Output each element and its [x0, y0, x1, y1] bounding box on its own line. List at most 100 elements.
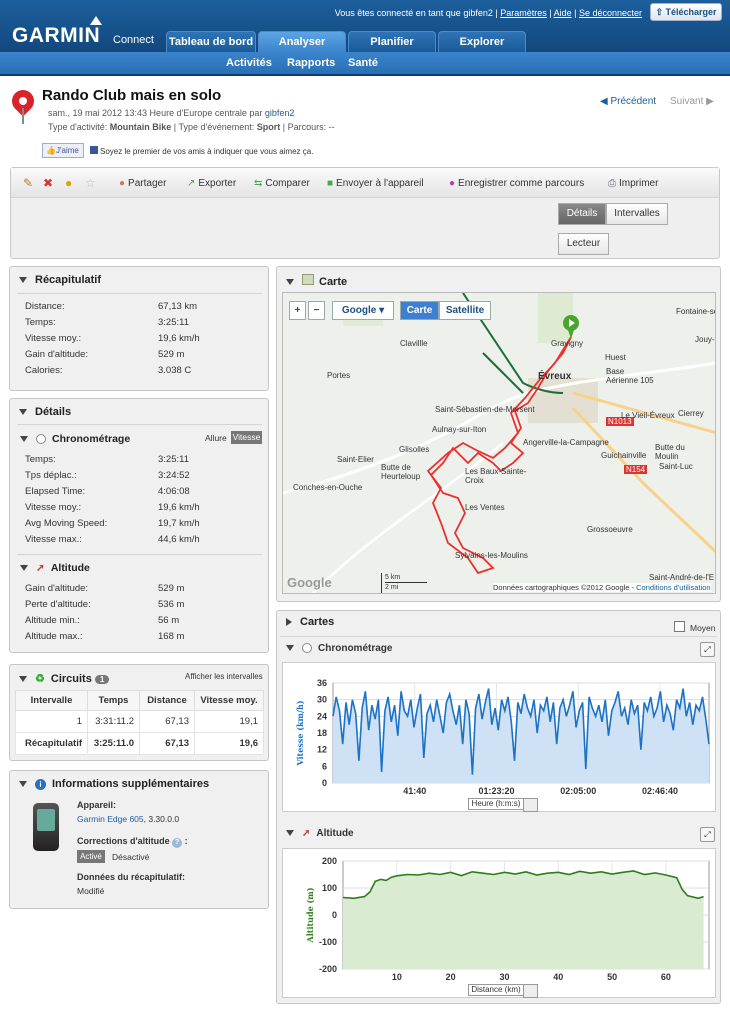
- laps-header[interactable]: ♻ Circuits 1: [19, 672, 110, 685]
- stat-label: Avg Moving Speed:: [25, 518, 108, 529]
- intervals-tab-button[interactable]: Intervalles: [606, 203, 668, 225]
- column-header[interactable]: Vitesse moy.: [194, 690, 264, 711]
- like-button[interactable]: 👍J'aime: [42, 143, 84, 158]
- activity-title[interactable]: Rando Club mais en solo: [42, 87, 222, 104]
- x-tick-label: 60: [661, 972, 671, 982]
- summary-header[interactable]: Récapitulatif: [19, 274, 101, 286]
- details-header[interactable]: Détails: [19, 406, 71, 418]
- settings-link[interactable]: Paramètres: [500, 8, 547, 18]
- lock-icon[interactable]: ●: [65, 176, 73, 190]
- help-icon[interactable]: ?: [172, 838, 183, 848]
- collapse-arrow-icon: [20, 565, 28, 572]
- column-header[interactable]: Temps: [87, 690, 140, 711]
- timing-subheader[interactable]: Chronométrage: [20, 433, 130, 445]
- timing-chart-header[interactable]: Chronométrage: [286, 643, 392, 654]
- tab-plan[interactable]: Planifier: [348, 31, 436, 52]
- table-row[interactable]: 1 3:31:11.2 67,13 19,1: [15, 710, 264, 733]
- y-tick-label: 24: [317, 711, 327, 721]
- pace-toggle[interactable]: Allure: [205, 433, 227, 443]
- collapse-arrow-icon: [19, 676, 27, 683]
- x-axis-selector[interactable]: Distance (km): [468, 984, 538, 998]
- help-link[interactable]: Aide: [553, 8, 572, 18]
- map-label: Cierrey: [678, 409, 704, 418]
- export-icon: ↗: [187, 178, 196, 189]
- divider: [17, 554, 262, 555]
- share-button[interactable]: ● Partager: [119, 178, 166, 189]
- speed-toggle[interactable]: Vitesse: [231, 431, 262, 444]
- prev-arrow-icon: ◀: [600, 96, 611, 107]
- previous-link[interactable]: ◀ Précédent: [600, 96, 656, 107]
- stat-label: Tps déplac.:: [25, 470, 77, 481]
- column-header[interactable]: Distance: [139, 690, 195, 711]
- next-link[interactable]: Suivant ▶: [670, 96, 714, 107]
- subtab-activities[interactable]: Activités: [226, 57, 272, 69]
- details-tab-button[interactable]: Détails: [558, 203, 606, 225]
- map-provider-select[interactable]: Google ▾: [332, 301, 394, 320]
- stat-value: 168 m: [158, 631, 185, 642]
- map-type-button[interactable]: Carte: [400, 301, 439, 320]
- corrections-off-toggle[interactable]: Désactivé: [112, 852, 150, 862]
- star-icon[interactable]: ☆: [85, 176, 96, 190]
- subtab-reports[interactable]: Rapports: [287, 57, 336, 69]
- table-cell: Récapitulatif: [15, 732, 88, 755]
- terms-link[interactable]: Conditions d'utilisation: [636, 583, 711, 592]
- average-checkbox[interactable]: [674, 621, 685, 632]
- save-course-button[interactable]: ● Enregistrer comme parcours: [449, 178, 584, 189]
- device-link[interactable]: Garmin Edge 605: [77, 814, 144, 824]
- garmin-logo[interactable]: GARMIN: [12, 24, 101, 47]
- device-screen: [37, 809, 55, 831]
- speed-chart[interactable]: 0 6 12 18 24 30 36 Vitesse (km/h) 41:40 01:23:20 0…: [283, 663, 717, 813]
- stat-value: 3:25:11: [158, 454, 189, 465]
- author-link[interactable]: gibfen2: [264, 108, 295, 118]
- tab-analyze[interactable]: Analyser: [258, 31, 346, 52]
- altitude-chart-header[interactable]: ➚ Altitude: [286, 828, 354, 839]
- type-value[interactable]: Mountain Bike: [109, 122, 172, 132]
- expand-chart-button[interactable]: ⤢: [700, 642, 715, 657]
- course-icon: ●: [449, 178, 456, 189]
- info-header[interactable]: i Informations supplémentaires: [19, 778, 209, 790]
- edit-icon[interactable]: ✎: [23, 176, 34, 190]
- download-button[interactable]: ⇧ Télécharger: [650, 3, 722, 21]
- delete-icon[interactable]: ✖: [43, 176, 54, 190]
- send-to-device-button[interactable]: ■ Envoyer à l'appareil: [327, 178, 424, 189]
- railway: [482, 352, 524, 394]
- satellite-type-button[interactable]: Satellite: [439, 301, 491, 320]
- player-button[interactable]: Lecteur: [558, 233, 609, 255]
- column-header[interactable]: Intervalle: [15, 690, 88, 711]
- subtab-health[interactable]: Santé: [348, 57, 378, 69]
- laps-count-badge: 1: [94, 675, 110, 684]
- map-canvas[interactable]: + − Google ▾ Carte Satellite Fontaine-so…: [282, 292, 716, 594]
- road: [572, 391, 715, 435]
- altitude-subheader[interactable]: ➚ Altitude: [20, 562, 90, 574]
- toolbar-strip: ✎ ✖ ● ☆ ● Partager ↗ Exporter ⇆ Comparer ■ E…: [11, 168, 719, 198]
- export-button[interactable]: ↗ Exporter: [187, 178, 236, 189]
- expand-chart-button[interactable]: ⤢: [700, 827, 715, 842]
- device-image: [33, 803, 59, 851]
- stat-label: Vitesse moy.:: [25, 333, 82, 344]
- y-axis-label: Vitesse (km/h): [295, 700, 305, 766]
- charts-header[interactable]: Cartes: [286, 616, 334, 628]
- tab-explore[interactable]: Explorer: [438, 31, 526, 52]
- compare-button[interactable]: ⇆ Comparer: [254, 178, 310, 189]
- corrections-on-toggle[interactable]: Activé: [77, 850, 105, 863]
- print-button[interactable]: ⎙ Imprimer: [608, 178, 658, 189]
- tab-dashboard[interactable]: Tableau de bord: [166, 31, 256, 52]
- map-label: Le Vieil-Évreux: [621, 411, 675, 420]
- event-value[interactable]: Sport: [256, 122, 281, 132]
- show-intervals-link[interactable]: Afficher les intervalles: [185, 672, 263, 681]
- stat-value: 3:25:11: [158, 317, 189, 328]
- compare-label: Comparer: [265, 178, 310, 189]
- table-cell: 19,1: [194, 710, 264, 733]
- stat-value: 19,6 km/h: [158, 333, 200, 344]
- altitude-chart[interactable]: -200 -100 0 100 200 Altitude (m) 10 20 30 40 50 60: [283, 849, 717, 999]
- google-logo[interactable]: Google: [287, 575, 332, 590]
- device-line: Garmin Edge 605, 3.30.0.0: [77, 814, 179, 824]
- zoom-in-button[interactable]: +: [289, 301, 306, 320]
- logout-link[interactable]: Se déconnecter: [578, 8, 642, 18]
- map-header[interactable]: Carte: [286, 274, 347, 288]
- laps-icon: ♻: [35, 673, 45, 685]
- x-axis-selector[interactable]: Heure (h:m:s): [468, 798, 538, 812]
- route-track[interactable]: [426, 336, 572, 575]
- play-icon: [569, 319, 575, 327]
- zoom-out-button[interactable]: −: [308, 301, 325, 320]
